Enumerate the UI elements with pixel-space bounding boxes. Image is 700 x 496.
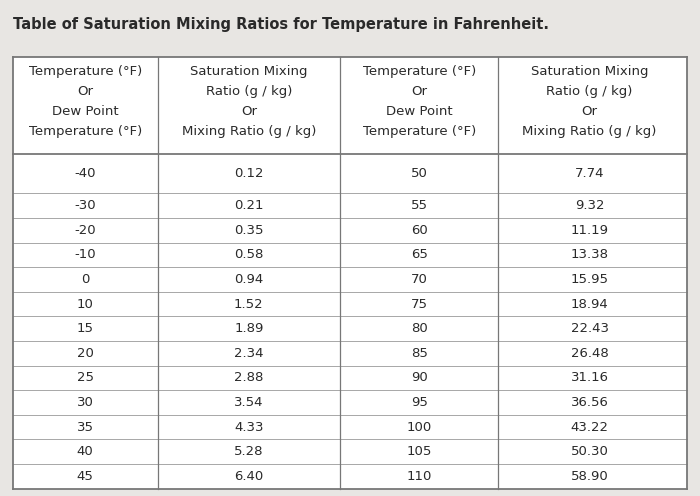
Text: Temperature (°F): Temperature (°F) <box>363 65 476 78</box>
Text: Or: Or <box>582 105 598 118</box>
Text: 36.56: 36.56 <box>570 396 608 409</box>
Text: 70: 70 <box>411 273 428 286</box>
Text: 7.74: 7.74 <box>575 167 604 181</box>
Text: Or: Or <box>241 105 257 118</box>
Text: 85: 85 <box>411 347 428 360</box>
Text: 15.95: 15.95 <box>570 273 608 286</box>
Text: 0.21: 0.21 <box>234 199 263 212</box>
Text: 0.58: 0.58 <box>234 248 263 261</box>
Text: Temperature (°F): Temperature (°F) <box>29 125 142 138</box>
Text: 26.48: 26.48 <box>570 347 608 360</box>
Text: 5.28: 5.28 <box>234 445 263 458</box>
Text: 11.19: 11.19 <box>570 224 608 237</box>
Text: 25: 25 <box>76 372 94 384</box>
Text: 80: 80 <box>411 322 428 335</box>
Text: Saturation Mixing: Saturation Mixing <box>190 65 307 78</box>
Text: 13.38: 13.38 <box>570 248 608 261</box>
Text: 55: 55 <box>411 199 428 212</box>
Text: Or: Or <box>411 85 427 98</box>
Text: -10: -10 <box>74 248 96 261</box>
Text: 50: 50 <box>411 167 428 181</box>
Text: 30: 30 <box>77 396 94 409</box>
Text: 105: 105 <box>407 445 432 458</box>
Text: 2.34: 2.34 <box>234 347 263 360</box>
Text: 58.90: 58.90 <box>570 470 608 483</box>
Text: Dew Point: Dew Point <box>52 105 118 118</box>
Text: Ratio (g / kg): Ratio (g / kg) <box>547 85 633 98</box>
Text: Saturation Mixing: Saturation Mixing <box>531 65 648 78</box>
Text: 65: 65 <box>411 248 428 261</box>
Text: 0: 0 <box>81 273 90 286</box>
Text: 18.94: 18.94 <box>570 298 608 310</box>
Text: 3.54: 3.54 <box>234 396 263 409</box>
Text: Ratio (g / kg): Ratio (g / kg) <box>206 85 292 98</box>
Text: 20: 20 <box>77 347 94 360</box>
Text: 9.32: 9.32 <box>575 199 604 212</box>
Text: Table of Saturation Mixing Ratios for Temperature in Fahrenheit.: Table of Saturation Mixing Ratios for Te… <box>13 17 549 32</box>
Text: 50.30: 50.30 <box>570 445 608 458</box>
Text: 1.89: 1.89 <box>234 322 263 335</box>
Text: Dew Point: Dew Point <box>386 105 452 118</box>
Text: 40: 40 <box>77 445 94 458</box>
Text: Temperature (°F): Temperature (°F) <box>363 125 476 138</box>
Text: 90: 90 <box>411 372 428 384</box>
Text: 22.43: 22.43 <box>570 322 608 335</box>
Text: 95: 95 <box>411 396 428 409</box>
Text: -40: -40 <box>74 167 96 181</box>
Text: 43.22: 43.22 <box>570 421 608 434</box>
Text: Mixing Ratio (g / kg): Mixing Ratio (g / kg) <box>522 125 657 138</box>
Text: 4.33: 4.33 <box>234 421 263 434</box>
Text: 1.52: 1.52 <box>234 298 264 310</box>
Text: 31.16: 31.16 <box>570 372 608 384</box>
Text: 35: 35 <box>76 421 94 434</box>
Text: -20: -20 <box>74 224 96 237</box>
Text: 0.12: 0.12 <box>234 167 263 181</box>
Text: 100: 100 <box>407 421 432 434</box>
Text: 2.88: 2.88 <box>234 372 263 384</box>
Text: 60: 60 <box>411 224 428 237</box>
Text: 75: 75 <box>411 298 428 310</box>
Text: 45: 45 <box>77 470 94 483</box>
Text: 0.94: 0.94 <box>234 273 263 286</box>
Text: Temperature (°F): Temperature (°F) <box>29 65 142 78</box>
Text: Mixing Ratio (g / kg): Mixing Ratio (g / kg) <box>181 125 316 138</box>
Text: 10: 10 <box>77 298 94 310</box>
Text: 15: 15 <box>76 322 94 335</box>
Text: 0.35: 0.35 <box>234 224 263 237</box>
Text: Or: Or <box>77 85 93 98</box>
Text: 6.40: 6.40 <box>234 470 263 483</box>
Text: -30: -30 <box>74 199 96 212</box>
Text: 110: 110 <box>407 470 432 483</box>
